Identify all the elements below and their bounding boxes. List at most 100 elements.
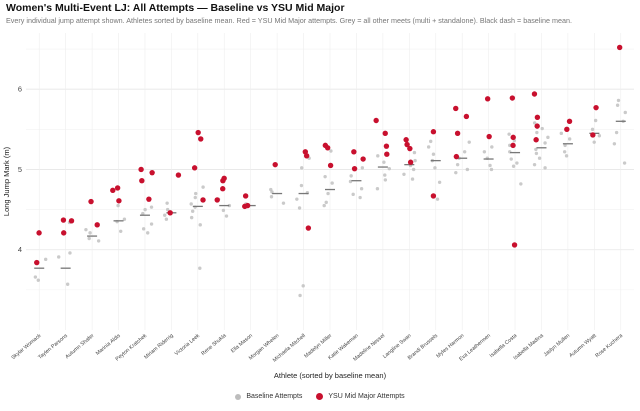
baseline-point xyxy=(431,152,436,156)
baseline-point xyxy=(543,141,547,145)
ysu-point xyxy=(220,177,226,184)
baseline-point xyxy=(546,135,550,140)
baseline-point xyxy=(164,217,169,221)
baseline-point xyxy=(562,150,567,154)
ysu-point xyxy=(531,91,538,97)
ysu-point xyxy=(34,259,40,266)
baseline-point xyxy=(593,118,598,123)
ysu-point xyxy=(407,159,414,165)
baseline-point xyxy=(387,166,391,171)
ysu-point xyxy=(94,222,100,228)
x-tick-label: Victoria Leek xyxy=(174,333,202,357)
baseline-point xyxy=(429,139,433,144)
baseline-point xyxy=(623,110,627,115)
baseline-point xyxy=(534,151,539,156)
x-tick-label: Marinia Aldis xyxy=(95,333,122,357)
baseline-point xyxy=(322,203,326,208)
baseline-point xyxy=(351,192,355,197)
baseline-point xyxy=(511,164,516,168)
baseline-point xyxy=(465,167,470,172)
ysu-point xyxy=(198,136,204,142)
ysu-point xyxy=(114,185,121,191)
ysu-point xyxy=(463,113,470,120)
y-axis-title: Long Jump Mark (m) xyxy=(2,146,11,216)
ysu-point xyxy=(303,153,310,159)
baseline-point xyxy=(519,182,523,186)
baseline-point xyxy=(383,178,388,182)
chart-subtitle: Every individual jump attempt shown. Ath… xyxy=(6,16,572,25)
baseline-point xyxy=(116,203,120,208)
x-tick-label: Autumn Shafer xyxy=(64,333,95,360)
baseline-point xyxy=(68,251,72,255)
baseline-point xyxy=(412,150,417,155)
baseline-point xyxy=(329,149,333,153)
y-tick-label: 6 xyxy=(18,85,22,94)
baseline-point xyxy=(189,202,193,206)
ysu-point xyxy=(510,134,516,141)
baseline-point xyxy=(57,255,61,259)
baseline-point xyxy=(532,121,537,125)
ysu-point xyxy=(167,210,173,216)
legend-item-ysu: YSU Mid Major Attempts xyxy=(316,393,405,400)
baseline-point xyxy=(300,166,304,170)
baseline-point xyxy=(348,179,353,184)
ysu-point xyxy=(590,132,596,138)
baseline-point xyxy=(198,223,202,227)
baseline-point xyxy=(622,161,627,165)
ysu-point xyxy=(149,169,155,176)
baseline-point xyxy=(227,203,232,208)
baseline-point xyxy=(467,140,471,144)
ysu-point xyxy=(242,203,248,210)
ysu-point xyxy=(430,129,437,135)
baseline-point xyxy=(88,231,92,235)
ysu-point xyxy=(61,230,67,236)
legend: Baseline Attempts YSU Mid Major Attempts xyxy=(0,393,640,400)
baseline-point xyxy=(382,160,386,164)
chart-title: Women's Multi-Event LJ: All Attempts — B… xyxy=(6,2,345,14)
baseline-point xyxy=(43,257,48,262)
ysu-point xyxy=(453,105,459,112)
baseline-point xyxy=(559,131,564,136)
legend-ysu-marker xyxy=(316,393,324,400)
ysu-point xyxy=(407,145,413,152)
legend-baseline-marker xyxy=(235,393,242,400)
baseline-point xyxy=(564,154,569,158)
baseline-point xyxy=(540,126,544,131)
baseline-point xyxy=(597,134,602,138)
y-tick-label: 5 xyxy=(18,165,22,174)
baseline-point xyxy=(535,130,539,135)
ysu-point xyxy=(510,142,516,149)
baseline-point xyxy=(165,207,170,212)
baseline-point xyxy=(87,236,91,241)
ysu-point xyxy=(404,141,410,148)
baseline-point xyxy=(616,98,621,103)
baseline-point xyxy=(141,211,145,216)
baseline-point xyxy=(84,227,88,232)
ysu-point xyxy=(360,156,366,162)
baseline-point xyxy=(122,217,127,221)
baseline-point xyxy=(402,172,406,176)
baseline-point xyxy=(454,170,458,175)
ysu-point xyxy=(403,137,409,143)
baseline-point xyxy=(65,282,70,286)
y-tick-label: 4 xyxy=(18,245,22,254)
ysu-point xyxy=(511,242,518,248)
baseline-point xyxy=(489,167,494,172)
baseline-point xyxy=(96,239,101,243)
baseline-point xyxy=(563,143,567,148)
baseline-point xyxy=(426,145,431,149)
baseline-point xyxy=(360,166,365,170)
x-tick-label: Rene Shukla xyxy=(200,333,227,357)
baseline-point xyxy=(455,162,460,167)
baseline-point xyxy=(490,145,494,149)
baseline-point xyxy=(326,191,330,196)
baseline-point xyxy=(193,195,197,200)
baseline-point xyxy=(509,157,513,161)
baseline-point xyxy=(281,201,286,205)
ysu-point xyxy=(454,130,461,137)
ysu-point xyxy=(322,142,329,149)
ysu-point xyxy=(373,117,379,124)
legend-baseline-label: Baseline Attempts xyxy=(246,393,303,400)
baseline-point xyxy=(433,166,437,170)
